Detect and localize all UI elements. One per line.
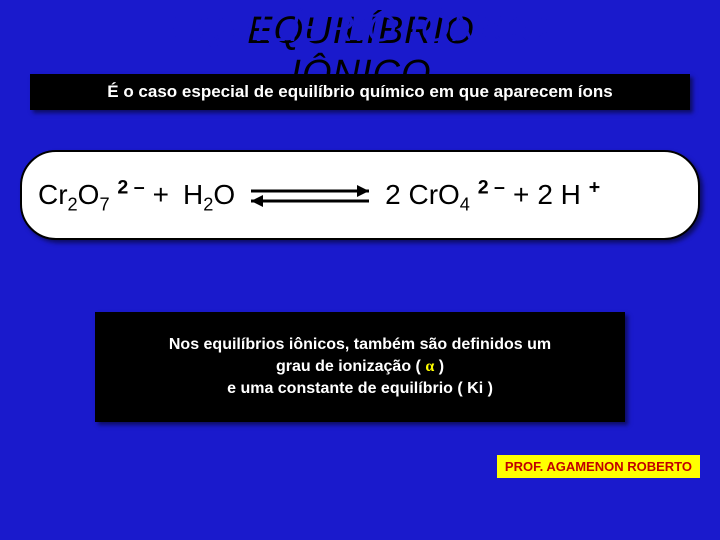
product-2: 2 H + bbox=[537, 179, 600, 211]
slide-title: EQUILÍBRIO IÔNICO EQUILÍBRIO IÔNICO bbox=[0, 8, 720, 51]
plus-2: + bbox=[513, 179, 529, 211]
slide-root: EQUILÍBRIO IÔNICO EQUILÍBRIO IÔNICO É o … bbox=[0, 0, 720, 540]
product-1: 2 CrO4 2 – bbox=[385, 179, 505, 211]
note-line-3: e uma constante de equilíbrio ( Ki ) bbox=[227, 380, 493, 398]
equilibrium-arrow-icon bbox=[245, 180, 375, 210]
equation-box: Cr2O7 2 – + H2O 2 CrO4 2 – + 2 H + bbox=[20, 150, 700, 240]
note-line-2: grau de ionização ( α ) bbox=[276, 358, 444, 376]
title-text: EQUILÍBRIO IÔNICO bbox=[170, 8, 550, 50]
plus-1: + bbox=[153, 179, 169, 211]
note-line-1: Nos equilíbrios iônicos, também são defi… bbox=[169, 336, 551, 354]
alpha-symbol: α bbox=[425, 358, 434, 375]
note-box: Nos equilíbrios iônicos, também são defi… bbox=[95, 312, 625, 422]
definition-text: É o caso especial de equilíbrio químico … bbox=[107, 82, 612, 102]
reactant-2: H2O bbox=[183, 179, 235, 211]
reactant-1: Cr2O7 2 – bbox=[38, 179, 145, 211]
credit-label: PROF. AGAMENON ROBERTO bbox=[497, 455, 700, 478]
definition-box: É o caso especial de equilíbrio químico … bbox=[30, 74, 690, 110]
